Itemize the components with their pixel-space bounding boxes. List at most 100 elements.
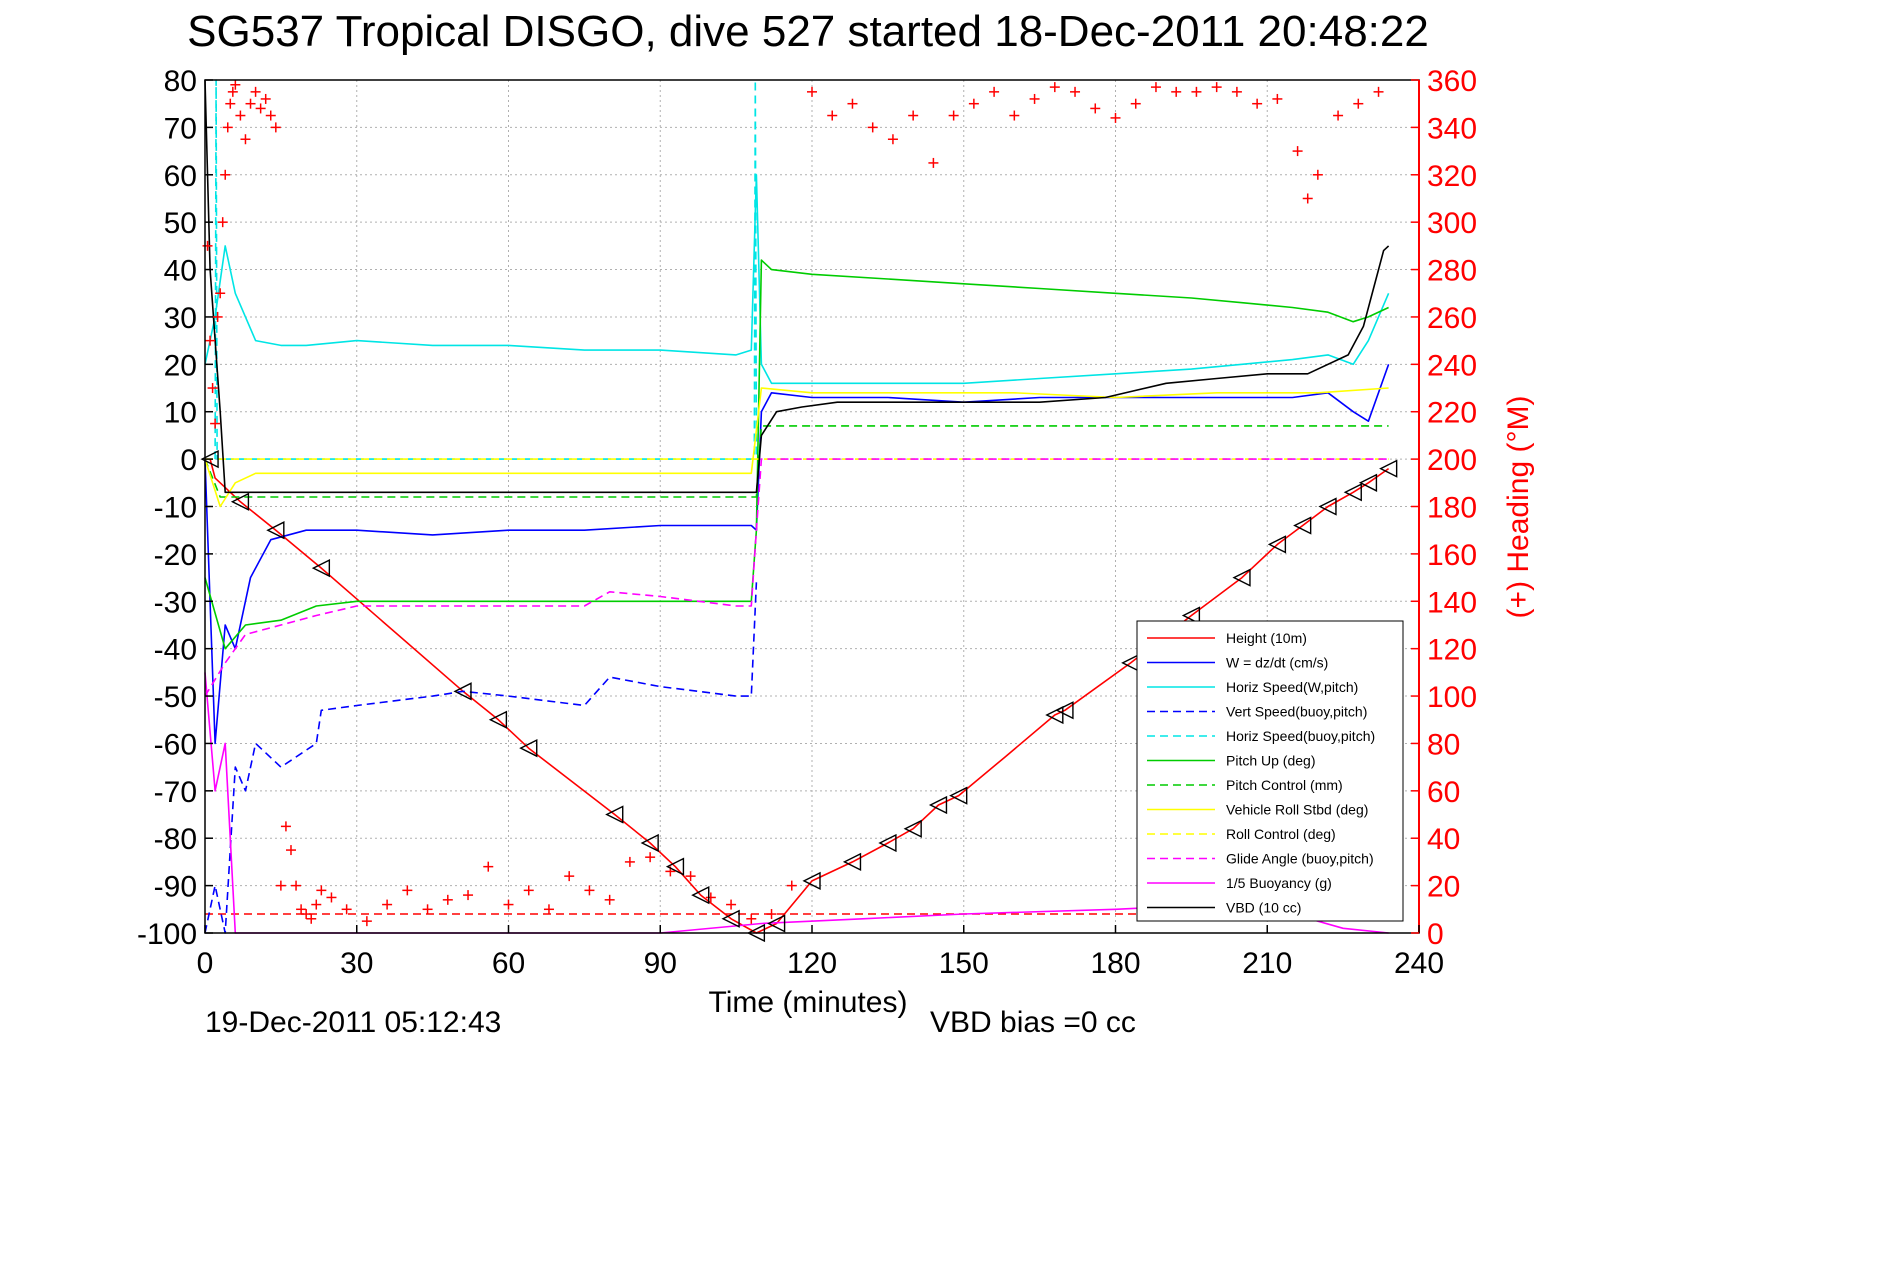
- chart-figure: SG537 Tropical DISGO, dive 527 started 1…: [136, 7, 1535, 1039]
- heading-point: [270, 122, 281, 133]
- y-axis-right: 3603403203002802602402202001801601401201…: [1411, 65, 1477, 951]
- y2-tick-label: 260: [1427, 302, 1477, 335]
- heading-point: [1171, 86, 1182, 97]
- footer-vbd-bias: VBD bias =0 cc: [930, 1006, 1136, 1039]
- triangle-marker: [640, 833, 659, 853]
- legend-label: 1/5 Buoyancy (g): [1226, 875, 1332, 891]
- y2-tick-label: 100: [1427, 681, 1477, 714]
- plot-area: [200, 79, 1420, 943]
- heading-point: [1373, 86, 1384, 97]
- legend-box: [1136, 620, 1404, 922]
- y2-tick-label: 240: [1427, 349, 1477, 382]
- triangle-marker: [605, 805, 624, 824]
- y2-tick-label: 20: [1427, 871, 1460, 904]
- heading-point: [1009, 110, 1020, 121]
- y-tick-label: 60: [164, 160, 197, 193]
- legend-label: Horiz Speed(W,pitch): [1226, 679, 1358, 695]
- y-tick-label: 10: [164, 397, 197, 430]
- series-line-6: [204, 425, 1389, 498]
- heading-point: [746, 913, 757, 924]
- heading-point: [207, 383, 218, 394]
- triangle-marker: [802, 871, 821, 891]
- triangle-marker: [1379, 459, 1398, 478]
- heading-point: [250, 86, 261, 97]
- heading-point: [301, 909, 312, 920]
- legend-entry: W = dz/dt (cm/s): [1147, 655, 1328, 671]
- series-line-5: [204, 259, 1389, 650]
- x-tick-label: 120: [787, 947, 837, 980]
- heading-point: [1029, 93, 1040, 104]
- y-tick-label: -90: [154, 871, 197, 904]
- y2-axis-label: (+) Heading (°M): [1502, 396, 1535, 619]
- heading-point: [1333, 110, 1344, 121]
- y-tick-label: 30: [164, 302, 197, 335]
- heading-point: [807, 86, 817, 97]
- y2-tick-label: 40: [1427, 823, 1460, 856]
- heading-point: [316, 885, 327, 896]
- y-tick-label: 50: [164, 207, 197, 240]
- heading-point: [1090, 103, 1101, 114]
- series-line-0: [209, 458, 1390, 934]
- heading-point: [382, 899, 393, 910]
- heading-point: [887, 134, 898, 145]
- heading-point: [210, 418, 221, 429]
- legend-label: Roll Control (deg): [1226, 826, 1336, 842]
- triangle-marker: [266, 521, 285, 540]
- heading-point: [225, 98, 236, 109]
- legend-entry: Horiz Speed(W,pitch): [1147, 679, 1358, 695]
- heading-point: [1130, 98, 1141, 109]
- y2-tick-label: 120: [1427, 634, 1477, 667]
- heading-point: [1049, 82, 1060, 93]
- triangle-marker: [488, 710, 508, 729]
- heading-point: [1211, 82, 1222, 93]
- heading-point: [948, 110, 959, 121]
- heading-point: [645, 852, 656, 863]
- heading-point: [908, 110, 919, 121]
- heading-point: [235, 110, 246, 121]
- y2-tick-label: 200: [1427, 444, 1477, 477]
- triangle-marker: [1358, 473, 1378, 492]
- y2-tick-label: 320: [1427, 160, 1477, 193]
- y-tick-label: 40: [164, 255, 197, 288]
- heading-point: [827, 110, 838, 121]
- heading-point: [326, 892, 337, 903]
- x-tick-label: 150: [939, 947, 989, 980]
- y2-tick-label: 140: [1427, 586, 1477, 619]
- heading-point: [296, 904, 307, 915]
- legend-entry: Horiz Speed(buoy,pitch): [1147, 728, 1375, 744]
- triangle-marker: [1181, 606, 1201, 625]
- triangle-marker: [1045, 705, 1064, 725]
- heading-point: [275, 880, 286, 891]
- heading-point: [766, 909, 777, 920]
- y-tick-label: -50: [154, 681, 197, 714]
- triangle-marker: [453, 682, 472, 701]
- heading-point: [212, 311, 223, 322]
- heading-point: [483, 861, 494, 872]
- heading-point: [1312, 169, 1323, 180]
- legend-label: Vert Speed(buoy,pitch): [1226, 704, 1367, 720]
- legend-label: W = dz/dt (cm/s): [1226, 655, 1328, 671]
- heading-point: [1191, 86, 1202, 97]
- x-axis-label: Time (minutes): [709, 986, 908, 1019]
- heading-point: [1272, 93, 1283, 104]
- y-tick-label: -10: [154, 492, 197, 525]
- y2-tick-label: 220: [1427, 397, 1477, 430]
- legend-label: Height (10m): [1226, 630, 1307, 646]
- heading-point: [1110, 112, 1121, 123]
- legend-label: Pitch Control (mm): [1226, 777, 1343, 793]
- triangle-marker: [842, 852, 862, 872]
- heading-point: [989, 86, 1000, 97]
- heading-point: [1292, 146, 1303, 157]
- heading-point: [1150, 82, 1161, 93]
- heading-point: [1353, 98, 1364, 109]
- heading-point: [291, 880, 302, 891]
- triangle-marker: [949, 786, 968, 805]
- y-tick-label: -40: [154, 634, 197, 667]
- y2-tick-label: 300: [1427, 207, 1477, 240]
- triangle-marker: [311, 558, 331, 578]
- legend-entry: 1/5 Buoyancy (g): [1147, 875, 1332, 891]
- heading-point: [255, 103, 266, 114]
- y2-tick-label: 60: [1427, 776, 1460, 809]
- series-line-3: [204, 582, 758, 934]
- series-line-7: [204, 387, 1389, 508]
